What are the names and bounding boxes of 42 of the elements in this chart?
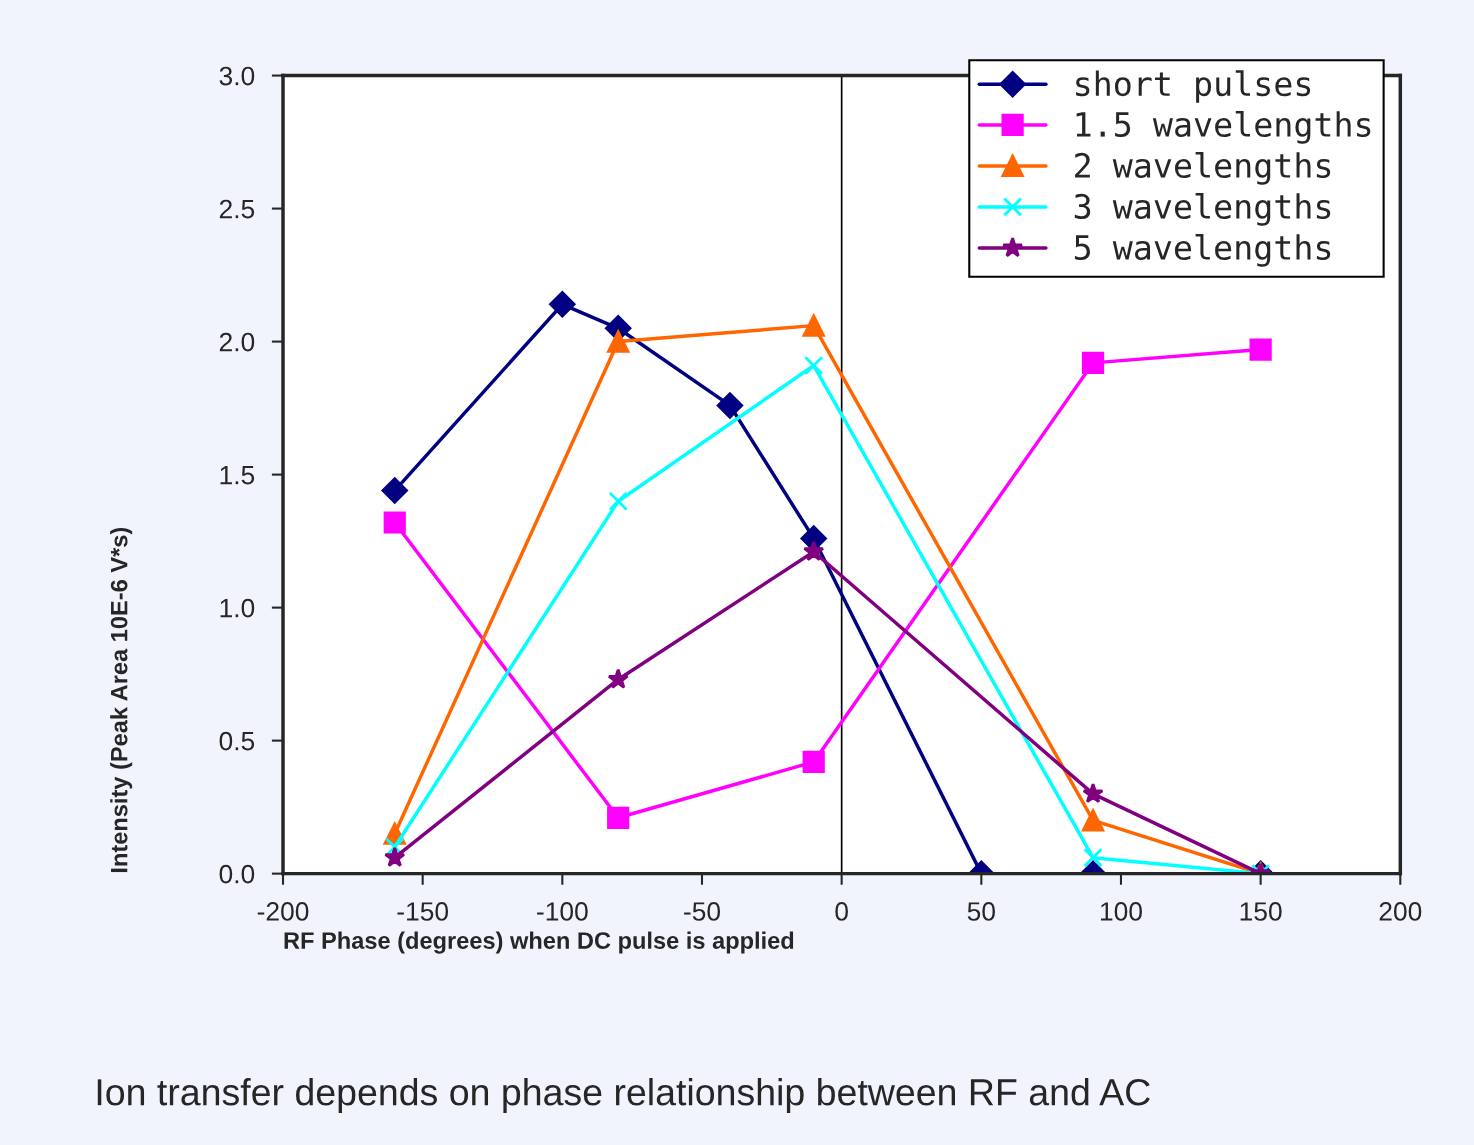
point <box>608 491 628 511</box>
y-tick-label: 1.0 <box>220 598 255 618</box>
x-tick-label: -200 <box>257 902 309 921</box>
point <box>1082 782 1104 804</box>
y-tick-label: 0.0 <box>219 864 255 884</box>
y-tick-label: 1.5 <box>220 466 255 485</box>
y-tick-label: 3.0 <box>219 66 255 86</box>
legend-label: short pulses <box>1076 70 1311 103</box>
point <box>803 540 825 561</box>
point <box>1083 847 1103 868</box>
y-axis-title: Intensity (Peak Area 10E-6 V*s) <box>110 527 133 873</box>
legend-label: 5 wavelengths <box>1074 234 1331 267</box>
x-tick-label: 0 <box>835 902 848 921</box>
x-tick-label: 50 <box>967 902 995 921</box>
point <box>549 291 576 318</box>
x-tick-label: -150 <box>397 902 449 921</box>
y-tick-label: 2.5 <box>219 199 255 219</box>
x-tick-label: 100 <box>1100 902 1142 921</box>
point <box>607 668 629 689</box>
legend-label: 2 wavelengths <box>1075 152 1331 185</box>
x-tick-label: 200 <box>1379 902 1422 921</box>
point <box>607 806 630 829</box>
point <box>381 477 408 504</box>
x-axis-title: RF Phase (degrees) when DC pulse is applied <box>284 931 794 954</box>
point <box>1081 809 1105 832</box>
point <box>804 355 824 376</box>
point <box>607 330 630 353</box>
point <box>802 750 825 774</box>
x-tick-label: -50 <box>684 902 721 921</box>
point <box>1249 338 1272 361</box>
x-tick-label: -100 <box>537 902 588 921</box>
legend-label: 1.5 wavelengths <box>1076 111 1371 144</box>
legend-label: 3 wavelengths <box>1074 193 1331 226</box>
point <box>1081 351 1105 374</box>
text: Ion transfer depends on phase relationship between RF and AC <box>97 1077 1150 1113</box>
point <box>801 312 826 337</box>
y-tick-label: 2.0 <box>219 332 255 352</box>
point <box>716 392 744 419</box>
x-tick-label: 150 <box>1240 902 1282 921</box>
point <box>384 846 406 867</box>
point <box>383 511 406 534</box>
y-tick-label: 0.5 <box>219 731 255 751</box>
